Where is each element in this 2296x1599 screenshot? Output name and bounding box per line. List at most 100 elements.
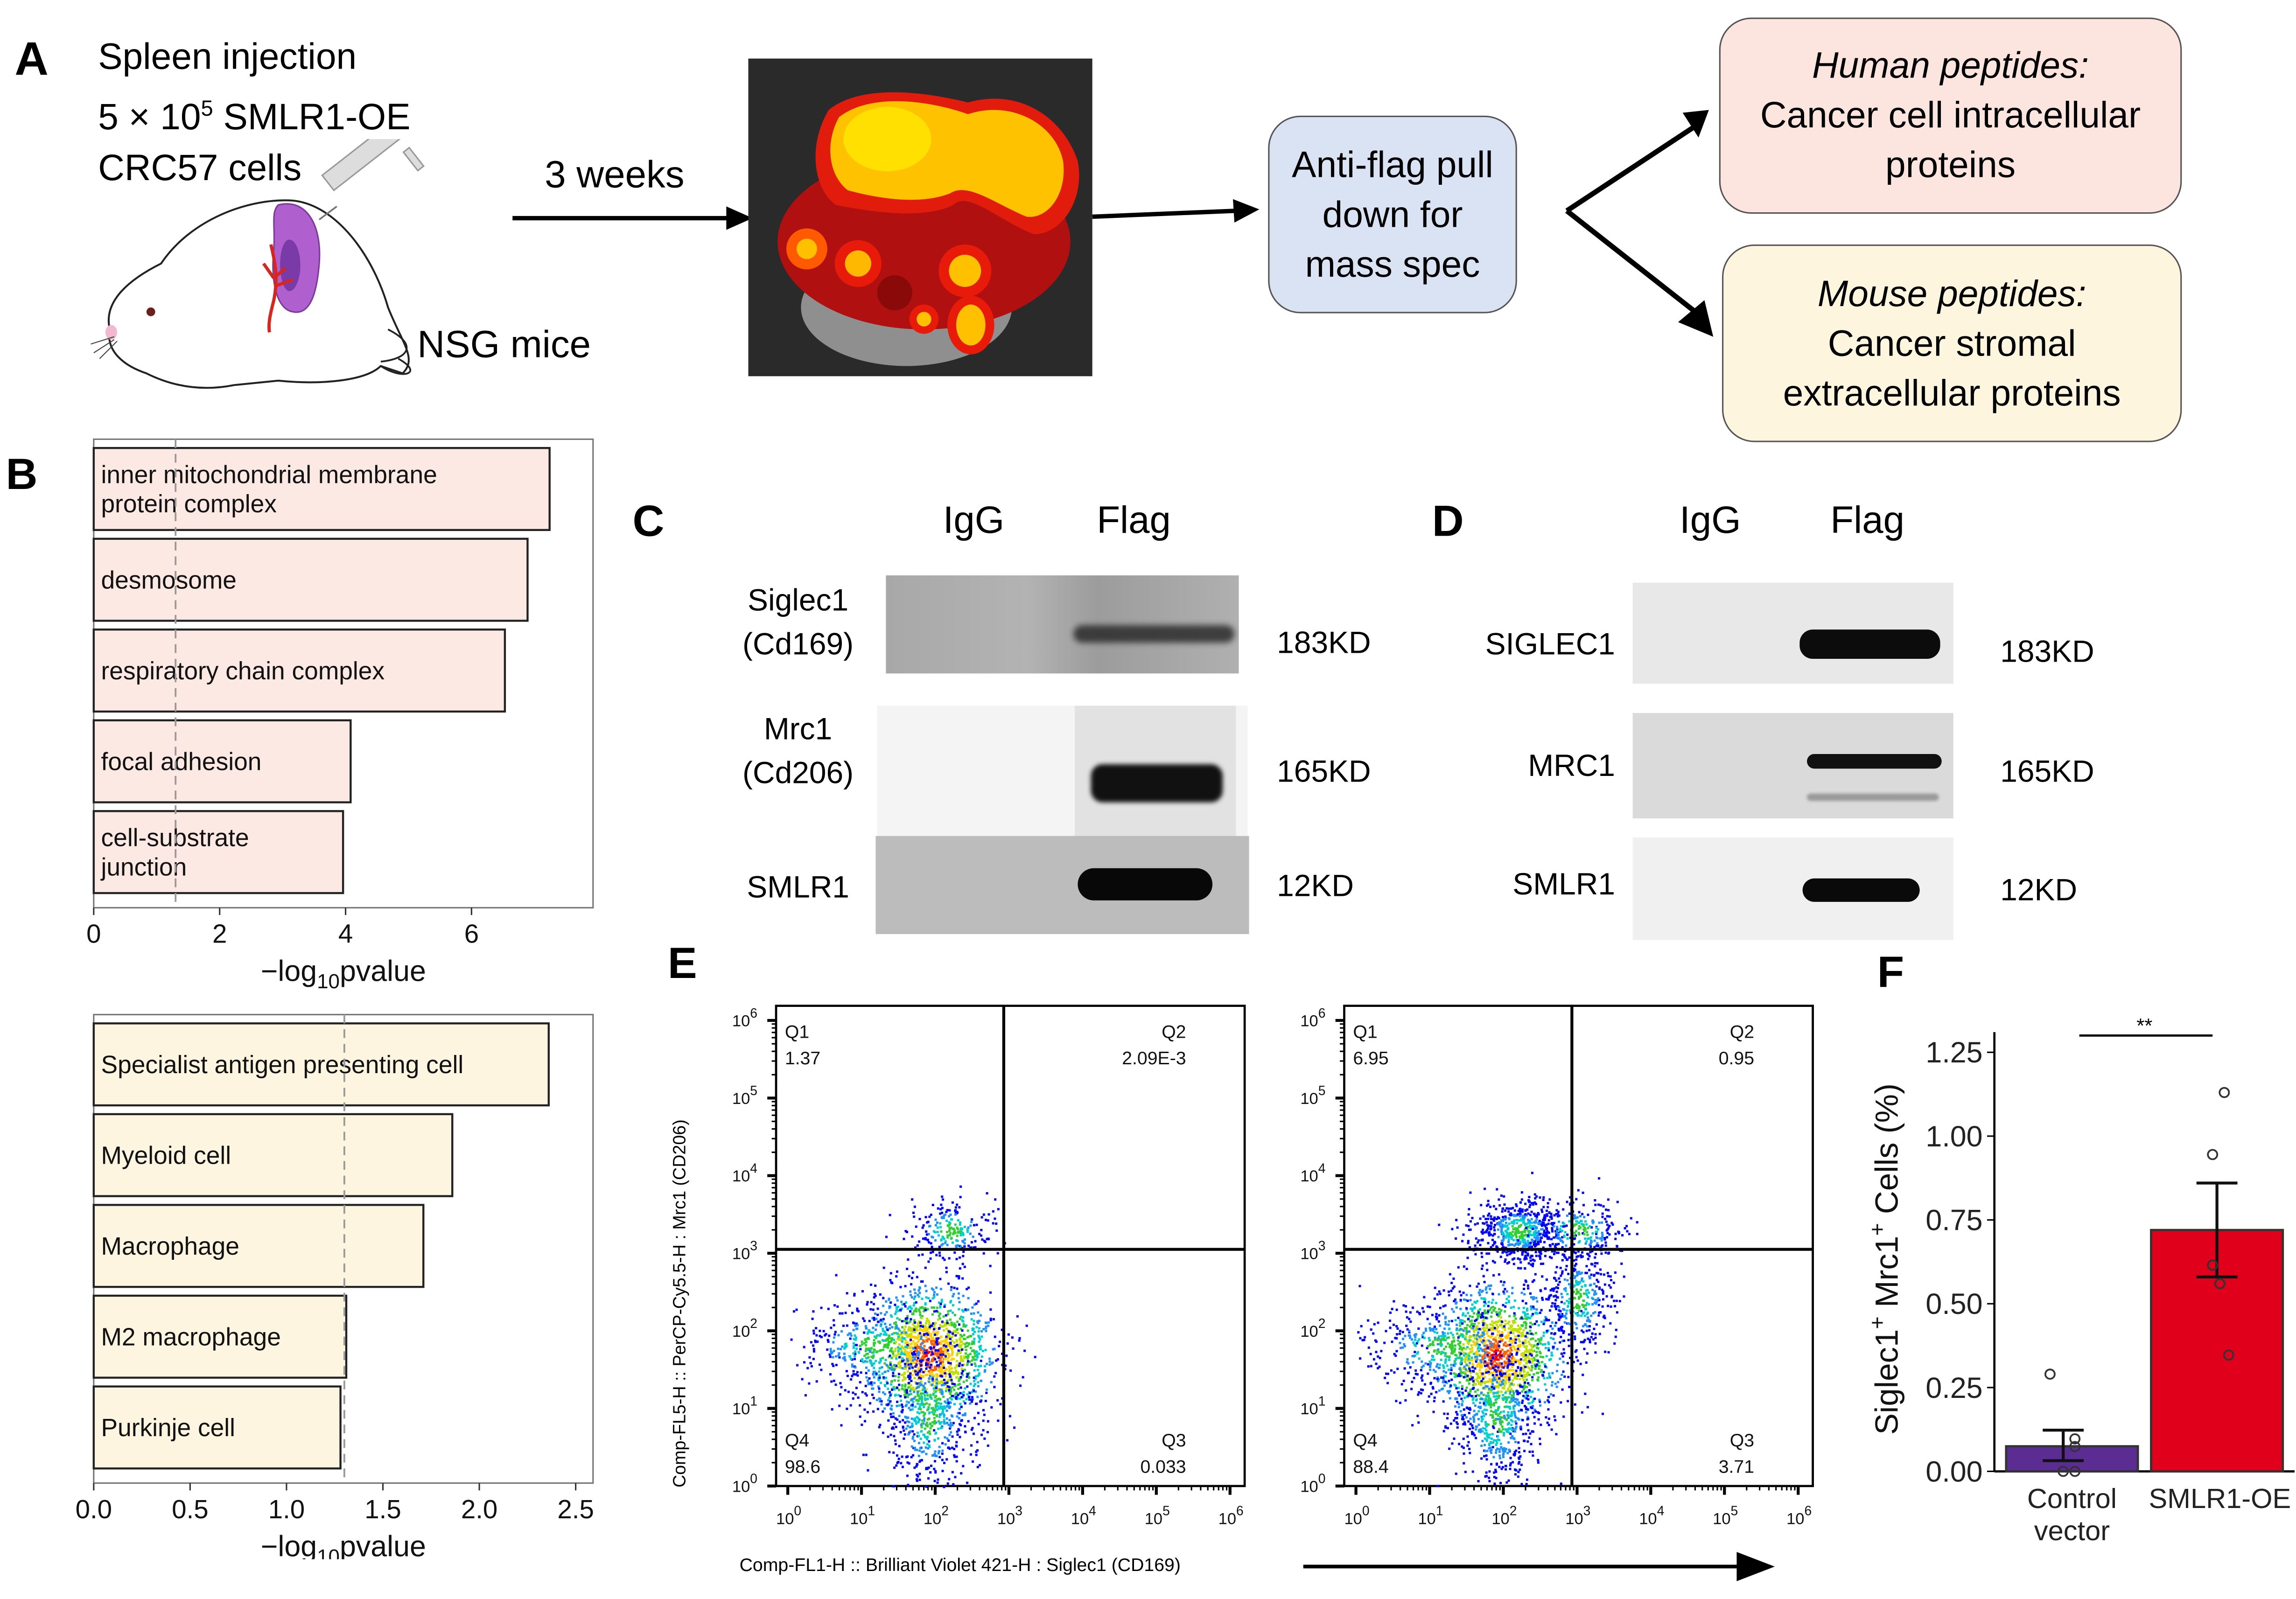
blot-label-line: (Cd169) [742,628,854,662]
timeline-arrow-icon [512,206,753,230]
bar-label: protein complex [101,490,277,518]
data-point [2223,1349,2234,1361]
y-tick-label: 101 [1300,1393,1325,1418]
western-blot-mrc1 [877,705,1248,857]
significance-stars: ** [2136,1014,2152,1037]
bar-label: junction [100,853,187,881]
tumor-imaging-photo [748,58,1092,377]
bar-4 [92,810,344,894]
western-blot-siglec1 [1632,582,1953,684]
panel-label-e: E [667,940,697,989]
blot-label-line: Mrc1 [763,713,833,747]
mouse-strain-label: NSG mice [417,322,591,366]
cell-line-name: SMLR1-OE [213,97,411,138]
lane-label-flag: Flag [1830,497,1904,542]
x-tick-label: 104 [1071,1503,1096,1528]
quadrant-name-q3: Q3 [1730,1430,1754,1451]
x-tick-label: 100 [776,1503,801,1528]
human-peptides-line-1: Cancer cell intracellular [1760,95,2141,136]
flow-y-axis-label: Comp-FL5-H :: PerCP-Cy5.5-H : Mrc1 (CD20… [669,1119,690,1488]
pulldown-step-box: Anti-flag pull down for mass spec [1268,115,1517,314]
siglec1-direction-arrow-icon [1303,1552,1775,1581]
x-tick-label: 102 [1491,1503,1517,1528]
bar-2 [92,1204,425,1288]
western-blot-mrc1 [1632,713,1953,819]
x-tick-label: 0.0 [76,1494,112,1524]
event-dots [790,1185,1036,1488]
bar-3 [92,719,352,803]
bar-0 [92,447,551,531]
pulldown-line-1: Anti-flag pull [1292,144,1493,185]
y-tick-label: 102 [732,1316,757,1341]
quadrant-value-q1: 6.95 [1353,1048,1388,1068]
bar-label: Myeloid cell [101,1142,231,1170]
blot-label-smlr1: SMLR1 [1512,868,1615,902]
x-tick-label: 104 [1639,1503,1664,1528]
cell-count-exponent: 5 [201,97,213,122]
bar-label: Specialist antigen presenting cell [101,1051,464,1079]
x-tick-label: 105 [1713,1503,1738,1528]
injection-text: Spleen injection 5 × 105 SMLR1-OE CRC57 … [98,32,410,195]
mouse-peptides-line-1: Cancer stromal [1827,322,2076,364]
x-tick-label: 6 [464,919,479,949]
y-tick-label: 101 [732,1393,757,1418]
bar-label: M2 macrophage [101,1324,281,1351]
pulldown-line-2: down for [1322,194,1463,235]
panel-label-f: F [1877,949,1904,997]
data-point [2214,1278,2226,1290]
bar-label: Purkinje cell [101,1414,236,1442]
data-point [2207,1149,2219,1160]
western-blot-smlr1 [875,836,1249,934]
mw-label-12kd: 12KD [2000,874,2078,908]
quadrant-name-q4: Q4 [785,1430,809,1451]
bar-4 [92,1385,342,1470]
y-tick-label: 105 [1300,1083,1325,1108]
pulldown-line-3: mass spec [1305,244,1480,285]
injection-line-3: CRC57 cells [98,148,302,189]
x-tick-label: 1.0 [268,1494,305,1524]
x-tick-label: 106 [1218,1503,1244,1528]
mw-label-12kd: 12KD [1277,869,1354,904]
bar-label: respiratory chain complex [101,657,385,685]
bar-label: Macrophage [101,1233,239,1260]
event-dots [1357,1172,1638,1487]
pulldown-arrow-icon [1092,199,1260,223]
x-tick-label: 2.5 [557,1494,594,1524]
plot-frame [1343,1005,1814,1487]
x-category-label: Control [2027,1483,2117,1514]
x-axis-label: −log10pvalue [261,1530,426,1559]
syringe-icon [318,139,425,221]
y-tick-label: 0.75 [1925,1204,1982,1237]
x-tick-label: 103 [997,1503,1022,1528]
panel-label-a: A [14,32,49,85]
bar-0 [92,1022,550,1107]
flow-x-axis-label: Comp-FL1-H :: Brilliant Violet 421-H : S… [739,1555,1181,1576]
y-tick-label: 105 [732,1083,757,1108]
blot-label-siglec1: SIGLEC1 [1485,628,1615,662]
panel-label-d: D [1432,497,1464,546]
quadrant-name-q2: Q2 [1730,1022,1754,1042]
blot-label-line: Siglec1 [747,584,849,618]
lane-label-igg: IgG [1680,497,1741,542]
x-tick-label: 2 [212,919,227,949]
y-tick-label: 100 [1300,1471,1325,1496]
quadrant-value-q2: 2.09E-3 [1122,1048,1186,1068]
blot-label-mrc1: Mrc1 (Cd206) [718,709,879,796]
bar-2 [92,628,506,713]
data-point [2069,1441,2081,1452]
quadrant-value-q3: 0.033 [1140,1457,1186,1477]
y-axis-label: Siglec1+ Mrc1+ Cells (%) [1864,1083,1904,1435]
y-tick-label: 102 [1300,1316,1325,1341]
blot-label-smlr1: SMLR1 [747,871,849,905]
western-blot-siglec1 [886,575,1239,674]
quadrant-value-q4: 98.6 [785,1457,820,1477]
y-tick-label: 0.25 [1925,1372,1982,1404]
x-tick-label: 1.5 [364,1494,401,1524]
bar-1 [92,1113,454,1197]
bar-1 [92,538,529,622]
mouse-peptides-line-2: extracellular proteins [1783,372,2121,414]
y-tick-label: 106 [1300,1005,1325,1030]
mouse-illustration-icon [91,139,425,389]
